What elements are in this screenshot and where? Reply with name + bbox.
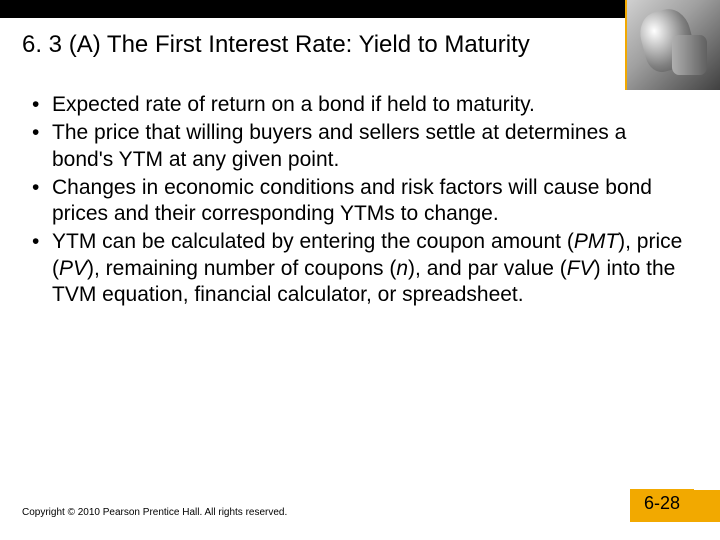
content-area: Expected rate of return on a bond if hel… <box>0 80 720 308</box>
list-item: Expected rate of return on a bond if hel… <box>30 92 690 118</box>
bullet-text: Changes in economic conditions and risk … <box>52 176 652 225</box>
list-item: The price that willing buyers and seller… <box>30 120 690 173</box>
bullet-text: The price that willing buyers and seller… <box>52 121 626 170</box>
list-item: Changes in economic conditions and risk … <box>30 175 690 228</box>
corner-decorative-image <box>625 0 720 90</box>
title-area: 6. 3 (A) The First Interest Rate: Yield … <box>0 18 720 80</box>
list-item: YTM can be calculated by entering the co… <box>30 229 690 308</box>
bullet-list: Expected rate of return on a bond if hel… <box>30 92 690 308</box>
bullet-text: Expected rate of return on a bond if hel… <box>52 93 535 116</box>
slide-title: 6. 3 (A) The First Interest Rate: Yield … <box>22 30 610 60</box>
bullet-text: YTM can be calculated by entering the co… <box>52 230 682 306</box>
top-bar <box>0 0 720 18</box>
footer-copyright: Copyright © 2010 Pearson Prentice Hall. … <box>22 507 287 518</box>
page-number: 6-28 <box>630 489 694 518</box>
